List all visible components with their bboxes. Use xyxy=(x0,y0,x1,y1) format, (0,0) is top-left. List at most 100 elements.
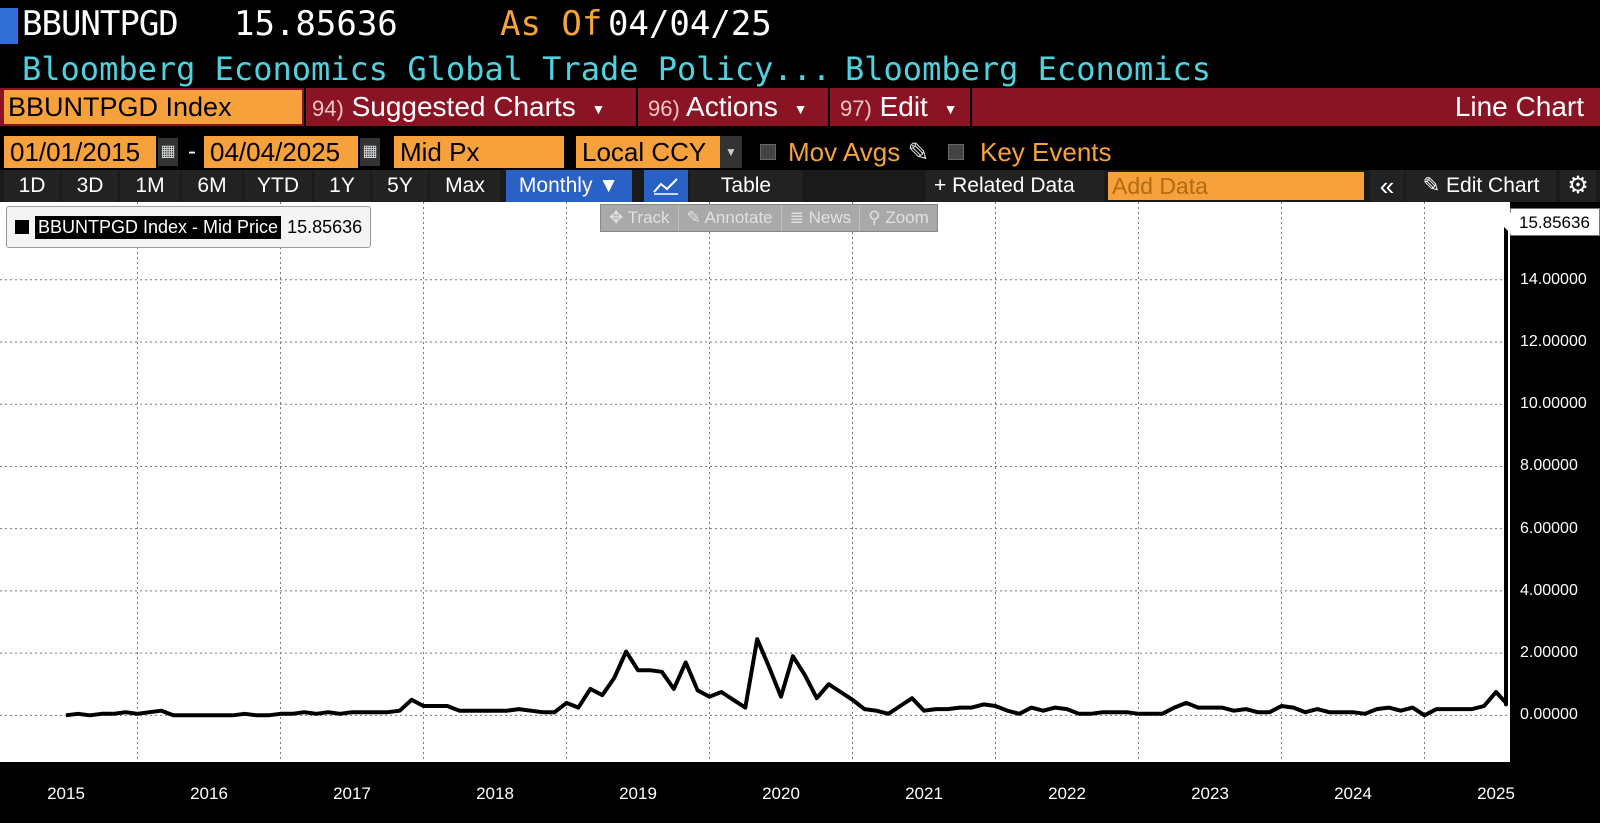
chart-plot-area[interactable] xyxy=(0,202,1510,762)
add-data-input[interactable]: Add Data xyxy=(1108,172,1364,200)
as-of-label: As Of xyxy=(500,4,603,44)
annotate-tool[interactable]: ✎ Annotate xyxy=(679,205,782,231)
x-tick-label: 2025 xyxy=(1477,784,1515,803)
news-icon: ≣ xyxy=(789,208,809,227)
track-tool[interactable]: ✥ Track xyxy=(601,205,679,231)
security-description: Bloomberg Economics Global Trade Policy.… xyxy=(22,50,832,88)
table-button[interactable]: Table xyxy=(690,170,802,202)
data-source: Bloomberg Economics xyxy=(845,50,1212,88)
edit-chart-button[interactable]: ✎ Edit Chart xyxy=(1406,170,1556,202)
legend-swatch xyxy=(15,220,29,234)
y-tick-label: 14.00000 xyxy=(1520,270,1587,288)
menu-number: 94) xyxy=(312,96,344,121)
date-separator: - xyxy=(188,138,196,165)
mov-avgs-text: Mov Avgs xyxy=(788,137,901,167)
x-tick-label: 2020 xyxy=(762,784,800,803)
menu-separator xyxy=(304,88,306,126)
actions-menu[interactable]: 96) Actions ▼ xyxy=(648,88,808,126)
y-tick-label: 10.00000 xyxy=(1520,395,1587,413)
calendar-icon[interactable]: ▦ xyxy=(158,138,178,166)
caret-down-icon: ▼ xyxy=(591,100,606,117)
crosshair-icon: ✥ xyxy=(609,208,628,227)
period-toolbar: 1D 3D 1M 6M YTD 1Y 5Y Max Monthly ▼ Tabl… xyxy=(0,170,1600,202)
calendar-icon[interactable]: ▦ xyxy=(360,138,380,166)
start-date-field[interactable]: 01/01/2015 xyxy=(4,136,156,168)
menu-label: Actions xyxy=(686,91,778,122)
period-ytd-button[interactable]: YTD xyxy=(244,170,312,202)
chevron-down-icon[interactable]: ▼ xyxy=(720,136,742,168)
pencil-icon[interactable]: ✎ xyxy=(907,137,930,167)
x-tick-label: 2024 xyxy=(1334,784,1372,803)
y-tick-label: 0.00000 xyxy=(1520,706,1578,724)
caret-down-icon: ▼ xyxy=(793,100,808,117)
last-value-tag: 15.85636 xyxy=(1500,207,1600,236)
menu-label: Suggested Charts xyxy=(351,91,576,122)
menu-number: 96) xyxy=(648,96,680,121)
x-tick-label: 2022 xyxy=(1048,784,1086,803)
legend-series-value: 15.85636 xyxy=(287,216,363,237)
x-tick-label: 2021 xyxy=(905,784,943,803)
menu-separator xyxy=(828,88,830,126)
security-header: BBUNTPGD 15.85636 As Of 04/04/25 xyxy=(0,0,1600,48)
y-tick-label: 4.00000 xyxy=(1520,581,1578,599)
line-chart-icon[interactable] xyxy=(644,170,688,202)
news-tool[interactable]: ≣ News xyxy=(782,205,861,231)
key-events-label[interactable]: Key Events xyxy=(980,137,1112,167)
suggested-charts-menu[interactable]: 94) Suggested Charts ▼ xyxy=(312,88,605,126)
security-description-row: Bloomberg Economics Global Trade Policy.… xyxy=(0,48,1600,88)
key-events-checkbox[interactable] xyxy=(948,144,964,160)
currency-select[interactable]: Local CCY xyxy=(576,136,720,168)
x-tick-label: 2015 xyxy=(47,784,85,803)
caret-down-icon: ▼ xyxy=(943,100,958,117)
mov-avgs-checkbox[interactable] xyxy=(760,144,776,160)
gear-icon[interactable]: ⚙ xyxy=(1560,170,1596,202)
mov-avgs-label[interactable]: Mov Avgs ✎ xyxy=(788,136,929,168)
collapse-button[interactable]: « xyxy=(1370,170,1404,202)
chart-type-title: Line Chart xyxy=(1454,91,1584,122)
frequency-dropdown[interactable]: Monthly ▼ xyxy=(506,170,632,202)
x-tick-label: 2018 xyxy=(476,784,514,803)
line-chart xyxy=(0,202,1510,762)
field-select[interactable]: Mid Px xyxy=(394,136,564,168)
menu-separator xyxy=(636,88,638,126)
annotate-label: Annotate xyxy=(704,208,773,227)
chart-legend[interactable]: BBUNTPGD Index - Mid Price 15.85636 xyxy=(6,206,372,248)
edit-chart-label: Edit Chart xyxy=(1446,174,1540,197)
track-label: Track xyxy=(627,208,670,227)
y-tick-label: 8.00000 xyxy=(1520,457,1578,475)
related-data-button[interactable]: + Related Data xyxy=(926,170,1104,202)
menu-separator xyxy=(970,88,972,126)
end-date-field[interactable]: 04/04/2025 xyxy=(204,136,358,168)
x-tick-label: 2019 xyxy=(619,784,657,803)
chart-controls: 01/01/2015 ▦ - 04/04/2025 ▦ Mid Px Local… xyxy=(0,136,1600,168)
menu-number: 97) xyxy=(840,96,872,121)
period-max-button[interactable]: Max xyxy=(430,170,500,202)
x-axis: 2015 2016 2017 2018 2019 2020 2021 2022 2023 2024… xyxy=(0,762,1600,823)
y-axis xyxy=(1510,202,1600,762)
y-tick-label: 12.00000 xyxy=(1520,333,1587,350)
y-tick-label: 6.00000 xyxy=(1520,519,1578,537)
last-price: 15.85636 xyxy=(234,4,398,44)
news-label: News xyxy=(808,208,852,227)
x-tick-label: 2023 xyxy=(1191,784,1229,803)
magnifier-icon: ⚲ xyxy=(868,208,886,227)
panel-marker xyxy=(0,8,18,44)
period-6m-button[interactable]: 6M xyxy=(182,170,242,202)
zoom-label: Zoom xyxy=(885,208,929,227)
ticker: BBUNTPGD xyxy=(22,4,179,44)
menu-label: Edit xyxy=(879,91,928,122)
series-line xyxy=(65,221,1508,718)
period-1y-button[interactable]: 1Y xyxy=(314,170,370,202)
as-of-date[interactable]: 04/04/25 xyxy=(608,4,772,44)
period-1d-button[interactable]: 1D xyxy=(4,170,60,202)
x-tick-label: 2017 xyxy=(333,784,371,803)
chart-tools-bar: ✥ Track ✎ Annotate ≣ News ⚲ Zoom xyxy=(600,204,938,232)
y-tick-label: 2.00000 xyxy=(1520,644,1578,662)
zoom-tool[interactable]: ⚲ Zoom xyxy=(860,205,937,231)
function-menubar: BBUNTPGD Index 94) Suggested Charts ▼ 96… xyxy=(0,88,1600,126)
period-3d-button[interactable]: 3D xyxy=(62,170,118,202)
security-input[interactable]: BBUNTPGD Index xyxy=(4,90,302,124)
period-1m-button[interactable]: 1M xyxy=(120,170,180,202)
edit-menu[interactable]: 97) Edit ▼ xyxy=(840,88,957,126)
period-5y-button[interactable]: 5Y xyxy=(372,170,428,202)
